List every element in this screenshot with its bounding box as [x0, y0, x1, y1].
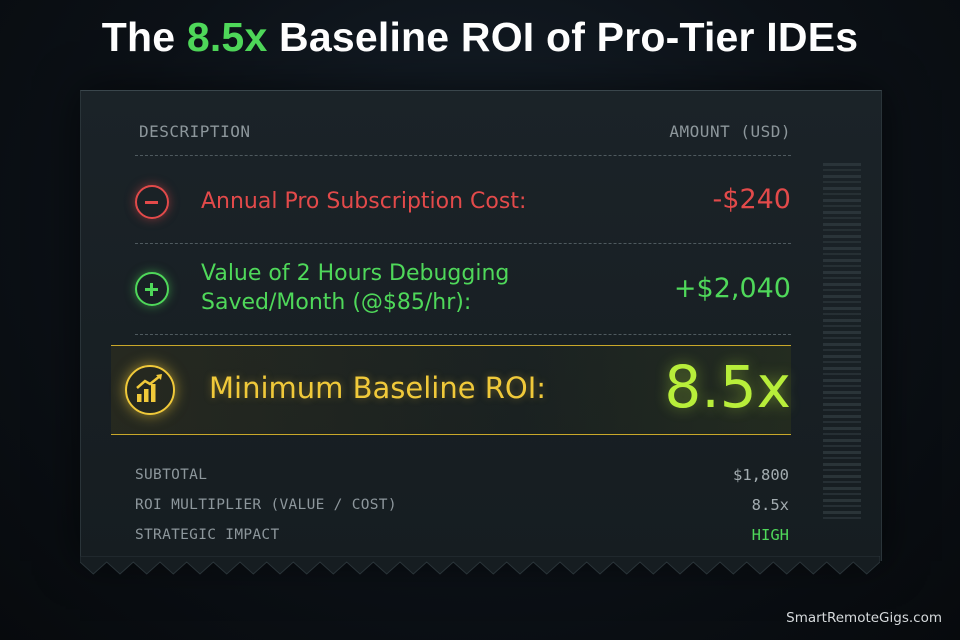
value-label: Value of 2 Hours Debugging Saved/Month (…: [201, 259, 509, 317]
divider: [135, 243, 791, 244]
watermark: SmartRemoteGigs.com: [786, 610, 942, 626]
strategic-impact-label: STRATEGIC IMPACT: [135, 527, 280, 543]
barcode-strip: [823, 163, 861, 523]
value-label-line2: Saved/Month (@$85/hr):: [201, 290, 472, 315]
page-title: The 8.5x Baseline ROI of Pro-Tier IDEs: [0, 14, 960, 61]
growth-chart-icon: [125, 365, 175, 415]
plus-circle-icon: [135, 272, 169, 306]
roi-highlight: [111, 345, 791, 435]
value-amount: +$2,040: [673, 273, 791, 304]
receipt-card: DESCRIPTION AMOUNT (USD) Annual Pro Subs…: [80, 90, 882, 561]
divider: [135, 334, 791, 335]
title-prefix: The: [101, 14, 187, 60]
subtotal-label: SUBTOTAL: [135, 467, 208, 483]
roi-label: Minimum Baseline ROI:: [209, 371, 547, 405]
cost-amount: -$240: [712, 184, 791, 215]
roi-multiplier-label: ROI MULTIPLIER (VALUE / COST): [135, 497, 397, 513]
title-accent: 8.5x: [186, 14, 268, 60]
subtotal-value: $1,800: [733, 466, 789, 484]
receipt-torn-edge: [80, 556, 880, 575]
amount-header: AMOUNT (USD): [669, 122, 791, 141]
title-suffix: Baseline ROI of Pro-Tier IDEs: [267, 14, 859, 60]
cost-label: Annual Pro Subscription Cost:: [201, 189, 527, 214]
divider: [135, 155, 791, 156]
roi-value: 8.5x: [664, 353, 791, 421]
description-header: DESCRIPTION: [139, 122, 251, 141]
value-label-line1: Value of 2 Hours Debugging: [201, 261, 510, 286]
strategic-impact-value: HIGH: [751, 526, 789, 544]
roi-multiplier-value: 8.5x: [751, 496, 789, 514]
minus-circle-icon: [135, 185, 169, 219]
